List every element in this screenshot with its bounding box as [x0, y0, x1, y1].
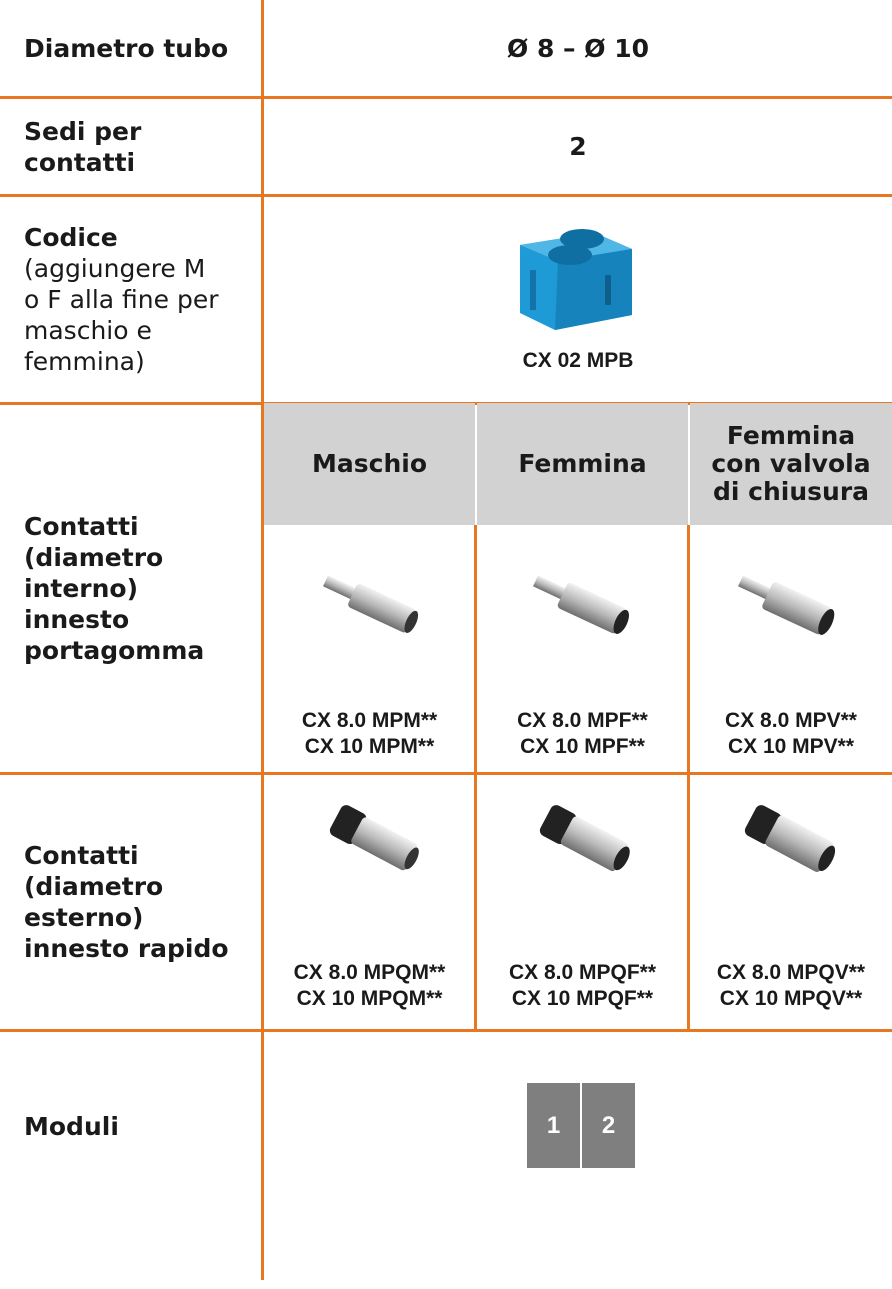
row-divider	[0, 1029, 892, 1032]
code: CX 8.0 MPQV**	[716, 961, 866, 984]
row-value: 2	[569, 132, 587, 161]
row-label: Contatti (diametro esterno) innesto rapi…	[24, 841, 229, 963]
column-divider	[261, 0, 264, 1280]
cell-divider	[474, 775, 477, 1030]
label-title: Codice	[24, 223, 118, 252]
column-header: Femmina	[477, 403, 688, 525]
code: CX 02 MPB	[522, 349, 634, 372]
code: CX 8.0 MPQF**	[508, 961, 657, 984]
code: CX 10 MPQM**	[296, 987, 443, 1010]
connector-image	[520, 229, 632, 330]
cell-divider	[687, 525, 690, 773]
code-list: CX 8.0 MPQM** CX 10 MPQM**	[264, 960, 475, 1012]
contact-image	[329, 805, 419, 871]
row-label: Sedi per contatti	[24, 116, 142, 177]
code-list: CX 8.0 MPV** CX 10 MPV**	[690, 708, 892, 760]
code: CX 10 MPM**	[304, 735, 435, 758]
code: CX 8.0 MPM**	[301, 709, 438, 732]
code-list: CX 8.0 MPQF** CX 10 MPQF**	[477, 960, 688, 1012]
row-label: Codice (aggiungere M o F alla fine per m…	[24, 197, 224, 402]
code: CX 10 MPQV**	[719, 987, 863, 1010]
code: CX 8.0 MPF**	[517, 709, 648, 732]
module: 2	[582, 1083, 635, 1168]
row-value: Ø 8 – Ø 10	[506, 33, 649, 63]
row-label: Diametro tubo	[24, 33, 229, 63]
column-header: Femmina con valvola di chiusura	[690, 403, 892, 525]
code-list: CX 8.0 MPQV** CX 10 MPQV**	[690, 960, 892, 1012]
module: 1	[527, 1083, 580, 1168]
contact-image	[323, 575, 419, 633]
code: CX 10 MPV**	[727, 735, 855, 758]
contact-image	[539, 805, 630, 872]
code-list: CX 8.0 MPF** CX 10 MPF**	[477, 708, 688, 760]
row-divider	[0, 194, 892, 197]
column-header: Maschio	[264, 403, 475, 525]
contact-image	[744, 805, 836, 872]
code: CX 8.0 MPQM**	[293, 961, 446, 984]
code: CX 10 MPF**	[520, 735, 645, 758]
row-label: Moduli	[24, 1111, 119, 1141]
cell-divider	[687, 775, 690, 1030]
code-list: CX 8.0 MPM** CX 10 MPM**	[264, 708, 475, 760]
row-divider	[0, 96, 892, 99]
row-label: Contatti (diametro interno) innesto port…	[24, 512, 205, 665]
code: CX 8.0 MPV**	[725, 709, 857, 732]
contact-image	[533, 575, 629, 634]
contact-image	[738, 575, 835, 635]
code: CX 10 MPQF**	[511, 987, 654, 1010]
label-note: (aggiungere M o F alla fine per maschio …	[24, 254, 219, 376]
row-divider	[0, 772, 892, 775]
cell-divider	[474, 525, 477, 773]
